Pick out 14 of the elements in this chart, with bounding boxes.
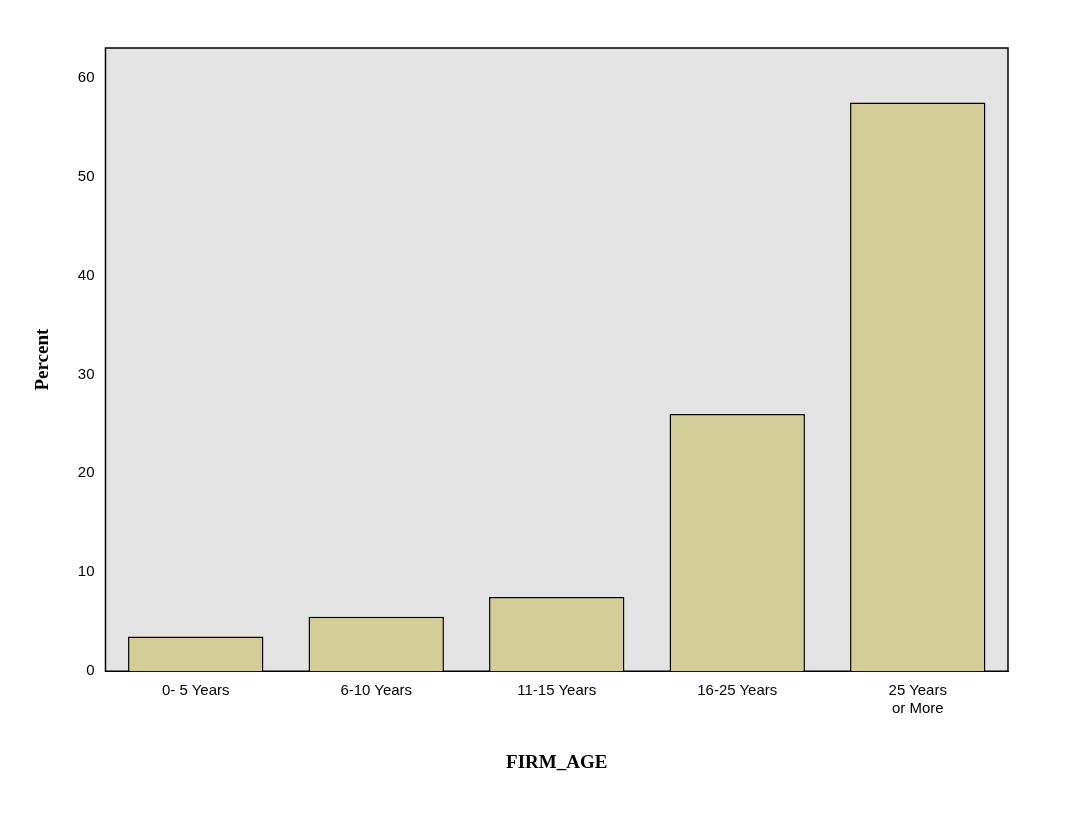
x-tick-label: 16-25 Years (697, 681, 778, 699)
y-tick-label: 50 (77, 166, 95, 184)
y-tick-label: 40 (77, 265, 95, 283)
x-tick-label: 11-15 Years (517, 681, 597, 699)
y-tick-label: 60 (77, 67, 95, 85)
y-tick-label: 20 (77, 463, 95, 481)
y-tick-label: 10 (77, 562, 95, 580)
x-tick-label: 25 Years or More (888, 681, 947, 717)
x-tick-label: 6-10 Years (340, 681, 413, 699)
y-tick-label: 30 (77, 364, 95, 382)
x-axis-title: FIRM_AGE (506, 750, 608, 772)
x-tick-label: 0- 5 Years (161, 681, 230, 699)
y-tick-label: 0 (86, 661, 95, 679)
y-axis-title: Percent (31, 327, 53, 391)
